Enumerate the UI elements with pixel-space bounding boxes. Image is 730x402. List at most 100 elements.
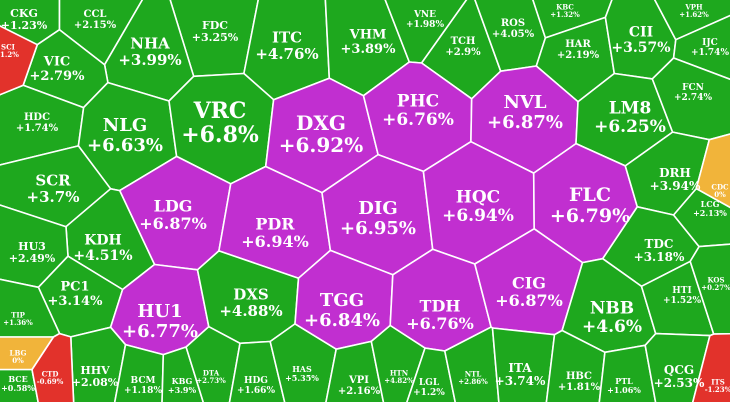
ticker-label-bcm: BCM xyxy=(131,376,156,386)
ticker-label-its: ITS xyxy=(711,377,725,386)
ticker-label-pc1: PC1 xyxy=(60,280,89,295)
change-label-lm8: +6.25% xyxy=(594,117,666,137)
change-label-hu1: +6.77% xyxy=(122,321,198,342)
ticker-label-lbg: LBG xyxy=(10,348,27,357)
change-label-ntl: +2.86% xyxy=(458,377,488,386)
change-label-cig: +6.87% xyxy=(495,291,563,310)
change-label-ptl: +1.06% xyxy=(607,385,641,395)
change-label-itc: +4.76% xyxy=(255,45,318,63)
ticker-label-hu3: HU3 xyxy=(18,240,46,253)
change-label-vic: +2.79% xyxy=(30,69,86,84)
change-label-kbg: +3.9% xyxy=(168,385,197,395)
change-label-scr: +3.7% xyxy=(27,188,80,206)
change-label-nha: +3.99% xyxy=(118,51,181,69)
change-label-ldg: +6.87% xyxy=(139,214,207,233)
change-label-kdh: +4.51% xyxy=(73,248,132,264)
ticker-label-hu1: HU1 xyxy=(137,301,182,322)
ticker-label-lm8: LM8 xyxy=(609,98,652,118)
cell-kos xyxy=(689,243,730,335)
change-label-hhv: +2.08% xyxy=(72,376,119,389)
ticker-label-hdc: HDC xyxy=(24,112,50,123)
change-label-nvl: +6.87% xyxy=(487,112,563,133)
cell-sci xyxy=(0,25,39,96)
change-label-ijc: +1.74% xyxy=(691,48,729,58)
ticker-label-tch: TCH xyxy=(451,36,476,47)
change-label-tdh: +6.76% xyxy=(406,314,474,333)
ticker-label-cdc: CDC xyxy=(711,182,729,191)
change-label-dxs: +4.88% xyxy=(219,302,282,320)
ticker-label-hti: HTI xyxy=(672,286,691,296)
change-label-tip: +1.36% xyxy=(3,318,33,327)
ticker-label-ldg: LDG xyxy=(154,196,193,215)
ticker-label-lcg: LCG xyxy=(701,199,720,209)
ticker-label-dxg: DXG xyxy=(296,111,346,135)
change-label-dxg: +6.92% xyxy=(279,133,363,157)
ticker-label-tdh: TDH xyxy=(420,296,461,315)
ticker-label-kbc: KBC xyxy=(556,2,574,11)
ticker-label-tdc: TDC xyxy=(645,237,674,251)
change-label-nlg: +6.63% xyxy=(87,135,163,156)
ticker-label-itc: ITC xyxy=(272,29,302,47)
change-label-vne: +1.98% xyxy=(406,20,444,30)
ticker-label-vhm: VHM xyxy=(349,28,387,43)
ticker-label-cig: CIG xyxy=(512,273,546,292)
ticker-label-vne: VNE xyxy=(413,10,436,20)
ticker-label-ctd: CTD xyxy=(42,369,59,378)
change-label-hbc: +1.81% xyxy=(558,382,601,393)
change-label-tgg: +6.84% xyxy=(304,310,380,331)
change-label-bcm: +1.18% xyxy=(124,386,162,396)
change-label-ccl: +2.15% xyxy=(74,20,117,31)
ticker-label-ccl: CCL xyxy=(84,9,107,20)
ticker-label-nha: NHA xyxy=(130,35,170,53)
ticker-label-hbc: HBC xyxy=(566,371,592,382)
change-label-kos: +0.27% xyxy=(701,283,730,292)
change-label-kbc: +1.32% xyxy=(550,10,580,19)
change-label-sci: -1.2% xyxy=(0,50,19,59)
change-label-ita: +3.74% xyxy=(495,374,546,388)
ticker-label-kos: KOS xyxy=(707,275,724,284)
ticker-label-flc: FLC xyxy=(569,184,611,206)
cell-its xyxy=(691,332,730,402)
change-label-hdg: +1.66% xyxy=(237,386,275,396)
change-label-its: -1.23% xyxy=(705,385,730,394)
change-label-vhm: +3.89% xyxy=(341,42,397,57)
ticker-label-fdc: FDC xyxy=(202,19,228,32)
change-label-tch: +2.9% xyxy=(445,47,481,58)
change-label-hqc: +6.94% xyxy=(442,206,514,226)
change-label-har: +2.19% xyxy=(557,50,600,61)
ticker-label-lgl: LGL xyxy=(419,378,440,388)
ticker-label-has: HAS xyxy=(292,364,312,374)
change-label-hu3: +2.49% xyxy=(9,252,56,265)
ticker-label-bce: BCE xyxy=(8,374,27,384)
ticker-label-sci: SCI xyxy=(1,42,15,51)
change-label-fcn: +2.74% xyxy=(674,93,712,103)
change-label-phc: +6.76% xyxy=(382,110,454,130)
change-label-ckg: +1.23% xyxy=(1,19,48,32)
ticker-label-qcg: QCG xyxy=(664,363,694,377)
ticker-label-ntl: NTL xyxy=(465,369,482,378)
ticker-label-kdh: KDH xyxy=(84,233,122,249)
ticker-label-har: HAR xyxy=(565,39,591,50)
ticker-label-vic: VIC xyxy=(43,55,71,70)
change-label-cii: +3.57% xyxy=(611,40,670,56)
ticker-label-kbg: KBG xyxy=(172,376,193,386)
ticker-label-hhv: HHV xyxy=(80,364,110,377)
change-label-qcg: +2.53% xyxy=(654,376,705,390)
ticker-label-fcn: FCN xyxy=(682,83,704,93)
ticker-label-scr: SCR xyxy=(35,172,71,190)
ticker-label-dig: DIG xyxy=(358,198,397,219)
change-label-ctd: -0.69% xyxy=(37,377,64,386)
change-label-dta: +2.73% xyxy=(196,376,226,385)
change-label-vrc: +6.8% xyxy=(181,122,259,148)
ticker-label-ptl: PTL xyxy=(615,376,633,386)
ticker-label-htn: HTN xyxy=(390,368,409,377)
ticker-label-ijc: IJC xyxy=(702,38,718,48)
cell-vph xyxy=(653,0,730,41)
change-label-bce: +0.58% xyxy=(1,383,35,393)
ticker-label-ita: ITA xyxy=(508,361,532,375)
ticker-label-dta: DTA xyxy=(203,368,220,377)
ticker-label-vph: VPH xyxy=(684,2,703,11)
ticker-label-pdr: PDR xyxy=(255,214,295,233)
